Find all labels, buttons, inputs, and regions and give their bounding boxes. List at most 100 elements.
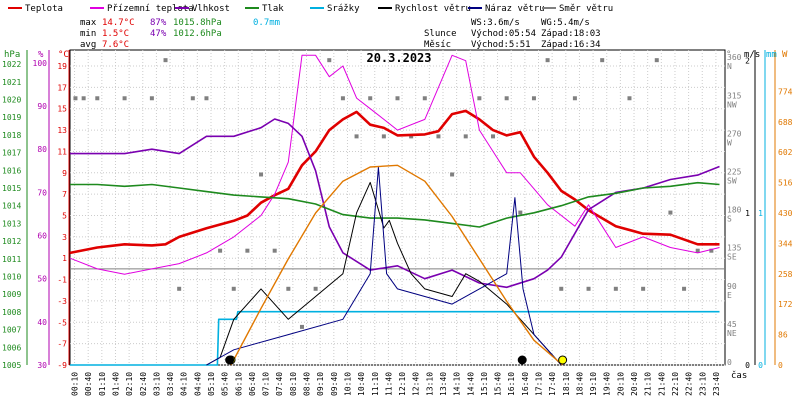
x-tick-label: 13:40 <box>439 372 448 396</box>
temperature-tick: 7 <box>62 190 67 199</box>
wind-direction-point <box>518 210 523 215</box>
temperature-tick: -7 <box>57 340 67 349</box>
pressure-tick: 1012 <box>2 237 21 246</box>
wind-direction-point <box>81 96 86 101</box>
x-tick-label: 09:40 <box>330 372 339 396</box>
pressure-tick: 1011 <box>2 255 21 264</box>
direction-label: NE <box>727 329 737 338</box>
humidity-tick: 90 <box>37 102 47 111</box>
radiation-tick: 0 <box>778 361 783 370</box>
x-tick-label: 22:10 <box>671 372 680 396</box>
x-tick-label: 05:10 <box>207 372 216 396</box>
sun-label: Slunce <box>424 29 457 39</box>
x-tick-label: 18:10 <box>562 372 571 396</box>
stats-max-temp: 14.7°C <box>102 18 135 28</box>
pressure-tick: 1019 <box>2 113 21 122</box>
stats-min-hum: 47% <box>150 29 167 39</box>
wind-direction-point <box>368 96 373 101</box>
wind-direction-point <box>327 58 332 63</box>
direction-label: E <box>727 291 732 300</box>
legend-label-2: Vlhkost <box>192 4 230 14</box>
x-tick-label: 07:40 <box>275 372 284 396</box>
direction-tick: 0 <box>727 358 732 367</box>
stats-avg-label: avg <box>80 40 96 50</box>
humidity-tick: 70 <box>37 188 47 197</box>
wind-direction-point <box>177 286 182 291</box>
direction-tick: 180 <box>727 206 742 215</box>
unit-ms: m/s <box>744 50 760 60</box>
unit-degc: °C <box>58 50 69 60</box>
x-tick-label: 06:40 <box>248 372 257 396</box>
direction-tick: 315 <box>727 91 742 100</box>
x-tick-label: 08:10 <box>289 372 298 396</box>
x-tick-label: 02:10 <box>125 372 134 396</box>
wind-direction-point <box>73 96 78 101</box>
x-tick-label: 23:40 <box>712 372 721 396</box>
radiation-tick: 516 <box>778 179 793 188</box>
unit-hpa: hPa <box>4 50 20 60</box>
axis-layer: 00:10 00:40 01:10 01:40 02:10 02:40 03:10 03:40… <box>2 50 793 396</box>
wind-direction-point <box>641 286 646 291</box>
legend-label-1: Přízemní teplota <box>107 4 194 14</box>
direction-tick: 45 <box>727 320 737 329</box>
wind-direction-point <box>491 134 496 139</box>
x-tick-label: 15:40 <box>494 372 503 396</box>
x-tick-label: 03:40 <box>166 372 175 396</box>
wind-direction-point <box>709 248 714 253</box>
pressure-tick: 1010 <box>2 273 21 282</box>
temperature-tick: 19 <box>57 62 67 71</box>
x-tick-label: 10:40 <box>357 372 366 396</box>
wind-tick: 1 <box>745 209 750 218</box>
temperature-tick: 11 <box>57 147 67 156</box>
humidity-tick: 40 <box>37 318 47 327</box>
stats-max-press: 1015.8hPa <box>173 18 222 28</box>
pressure-tick: 1014 <box>2 202 21 211</box>
wind-direction-point <box>477 96 482 101</box>
wind-direction-point <box>627 96 632 101</box>
sunset-text: Západ:18:03 <box>541 29 601 39</box>
chart-title: 20.3.2023 <box>366 51 431 65</box>
wind-direction-point <box>190 96 195 101</box>
direction-tick: 270 <box>727 129 742 138</box>
x-tick-label: 04:10 <box>180 372 189 396</box>
pressure-tick: 1020 <box>2 96 21 105</box>
wind-direction-point <box>381 134 386 139</box>
radiation-tick: 258 <box>778 270 793 279</box>
wind-direction-point <box>95 96 100 101</box>
x-tick-label: 18:40 <box>575 372 584 396</box>
direction-label: NW <box>727 100 737 109</box>
wind-speed-info: WS:3.6m/s <box>471 18 520 28</box>
direction-label: SE <box>727 253 737 262</box>
wind-direction-point <box>559 286 564 291</box>
sunset-marker <box>558 355 568 365</box>
humidity-tick: 30 <box>37 361 47 370</box>
x-tick-label: 21:40 <box>657 372 666 396</box>
wind-direction-point <box>395 96 400 101</box>
stats-rain: 0.7mm <box>253 18 280 28</box>
unit-pct: % <box>38 50 44 60</box>
wind-direction-point <box>586 286 591 291</box>
wind-direction-point <box>272 248 277 253</box>
wind-direction-point <box>450 172 455 177</box>
pressure-tick: 1008 <box>2 308 21 317</box>
series-line-temp <box>69 109 720 255</box>
x-tick-label: 20:10 <box>616 372 625 396</box>
humidity-tick: 100 <box>33 59 48 68</box>
pressure-tick: 1017 <box>2 149 21 158</box>
stats-block: max 14.7°C 87% 1015.8hPa 0.7mm min 1.5°C… <box>80 18 280 50</box>
direction-tick: 135 <box>727 244 742 253</box>
x-tick-label: 11:10 <box>371 372 380 396</box>
series-line-hum <box>70 118 720 289</box>
legend-label-6: Náraz větru <box>485 4 545 14</box>
wind-direction-point <box>340 96 345 101</box>
x-tick-label: 05:40 <box>221 372 230 396</box>
radiation-tick: 172 <box>778 300 793 309</box>
x-tick-label: 17:40 <box>548 372 557 396</box>
wind-direction-point <box>409 134 414 139</box>
series-line-rad <box>230 164 564 366</box>
stats-avg-temp: 7.6°C <box>102 40 129 50</box>
pressure-tick: 1021 <box>2 78 21 87</box>
wind-direction-point <box>600 58 605 63</box>
x-axis-label: čas <box>731 370 747 381</box>
